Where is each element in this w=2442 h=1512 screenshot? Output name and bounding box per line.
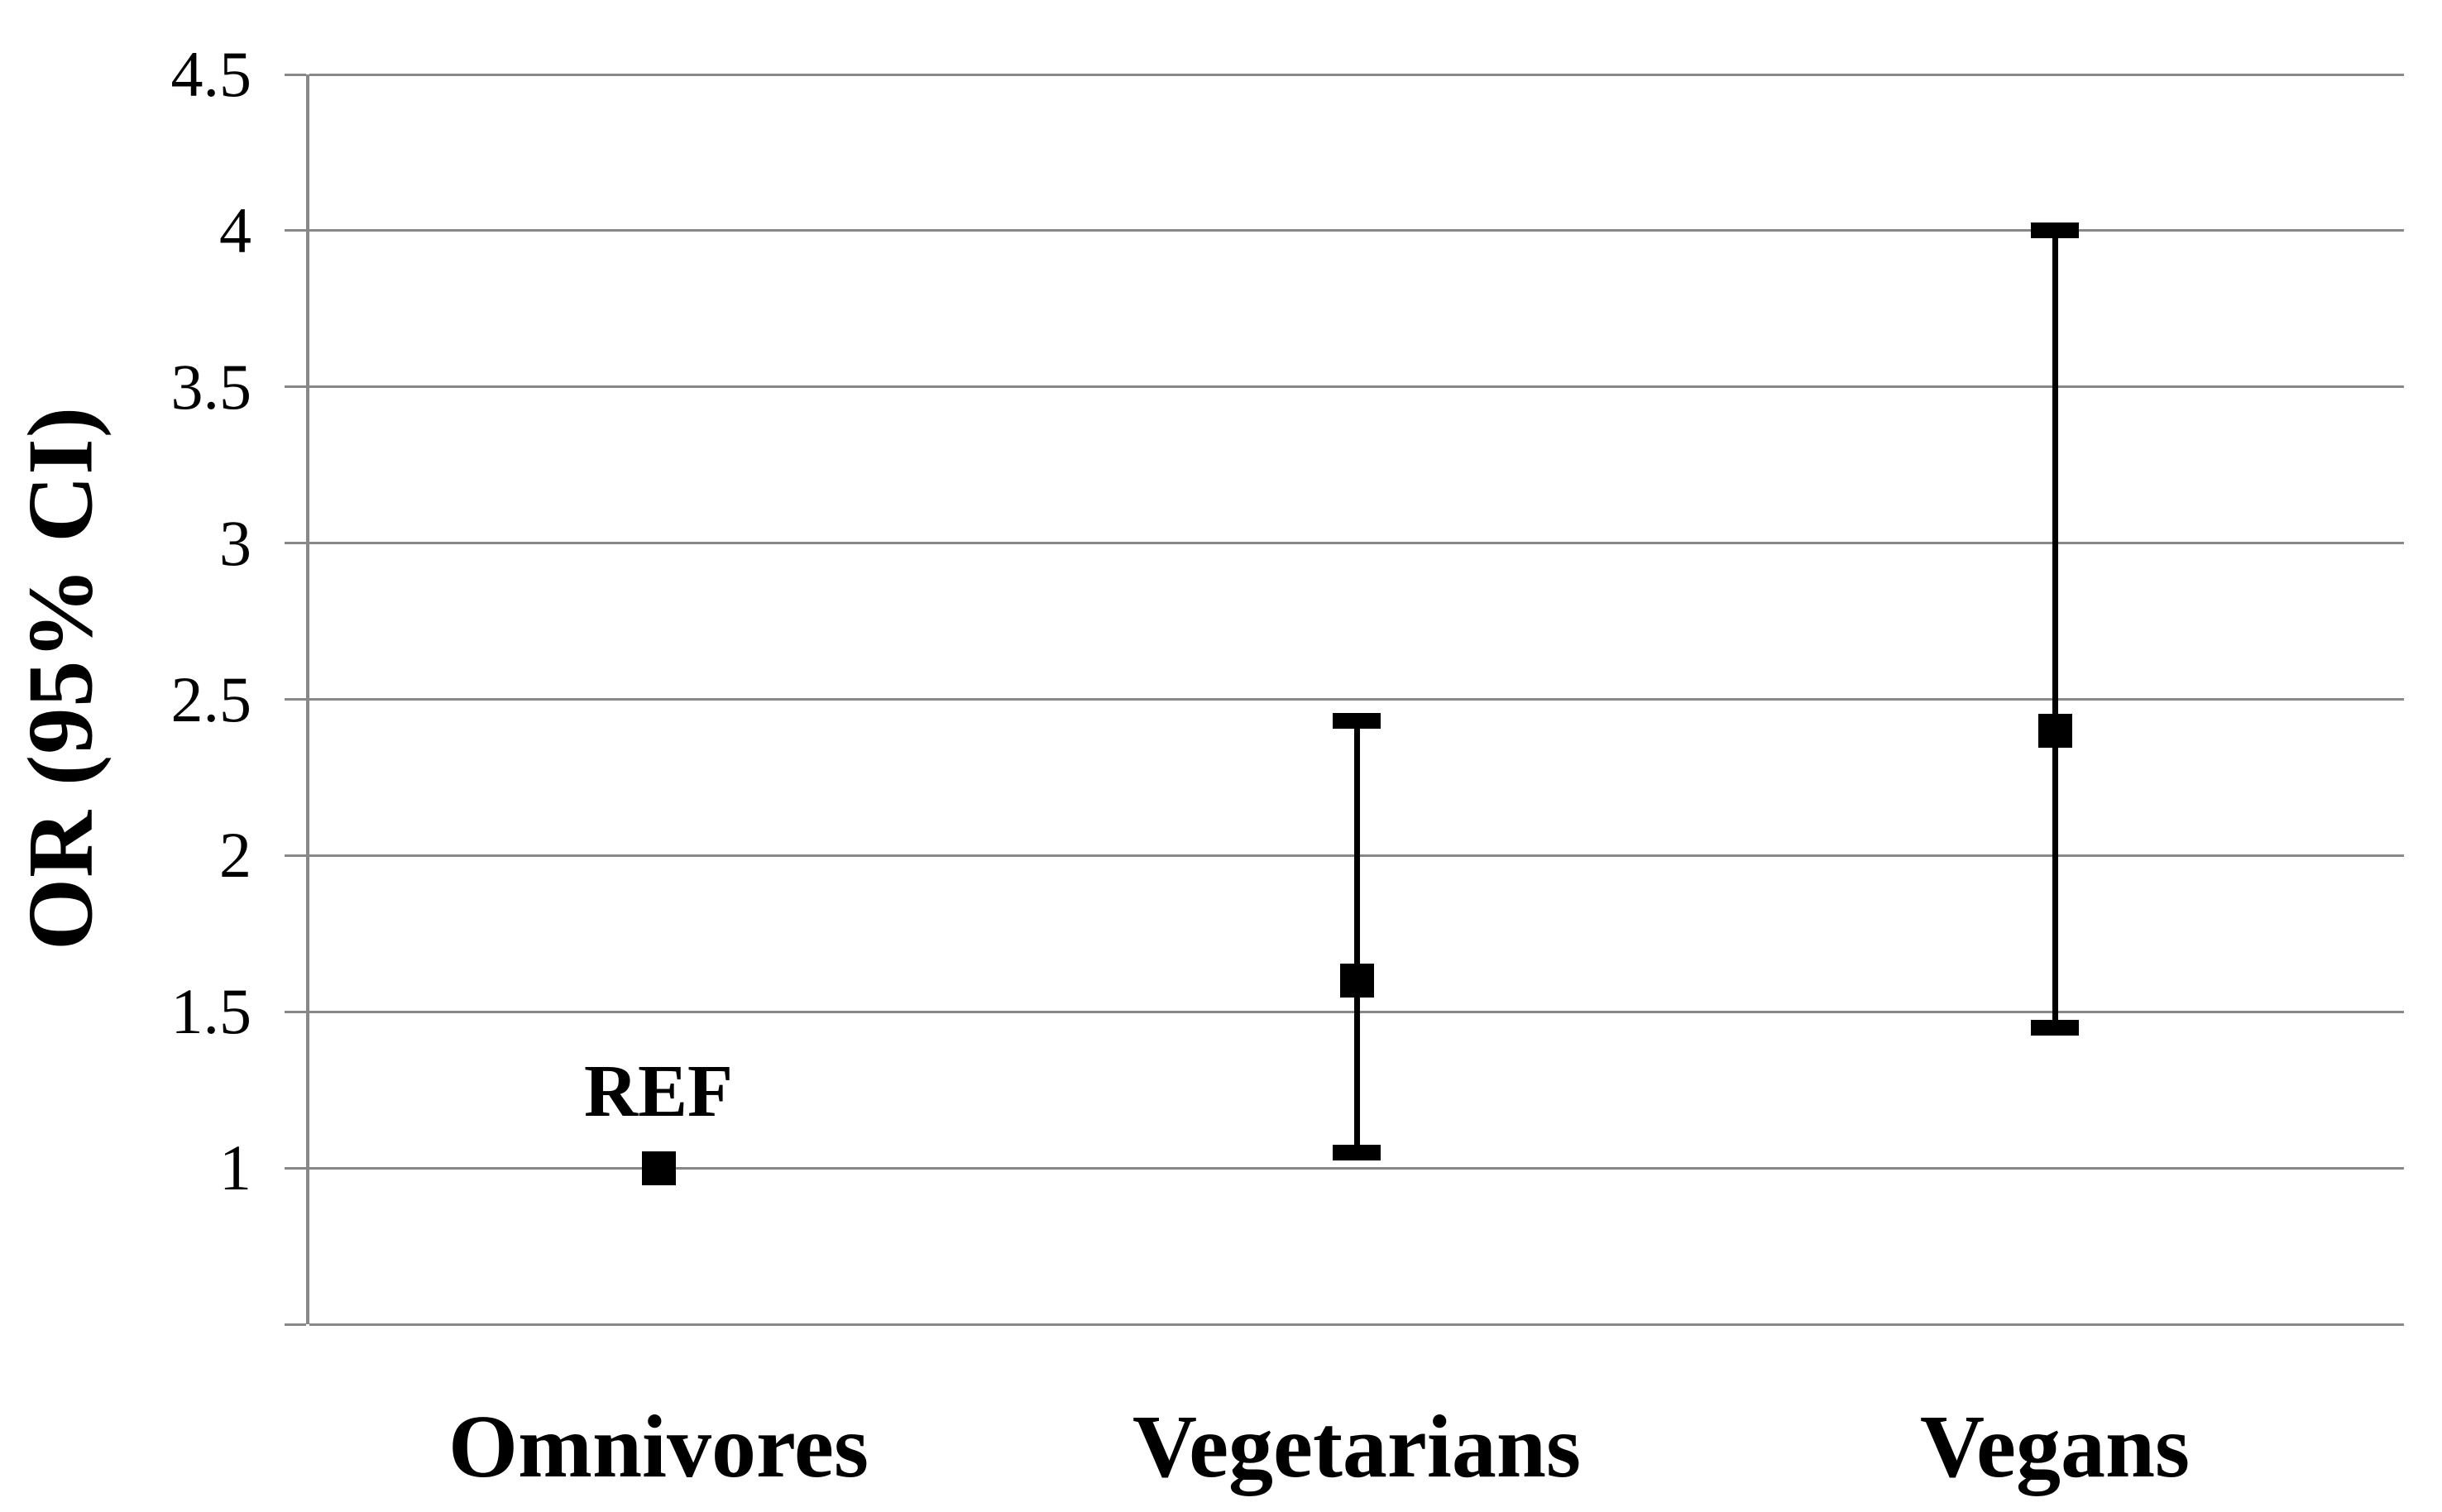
y-tick-label: 4.5 bbox=[170, 38, 252, 110]
y-axis-tick bbox=[285, 1166, 306, 1170]
y-tick-label: 1 bbox=[219, 1132, 251, 1204]
error-bar-cap-top bbox=[1333, 713, 1381, 730]
y-axis-tick bbox=[285, 1323, 306, 1326]
error-bar bbox=[2052, 230, 2058, 1028]
plot-area: 4.5 4 3.5 3 2.5 2 1.5 1 Omnivores Vegetarians Vega… bbox=[171, 38, 2404, 1496]
y-axis-tick bbox=[285, 1010, 306, 1013]
gridline bbox=[309, 1323, 2404, 1326]
y-axis-tick bbox=[285, 542, 306, 545]
error-bar-cap-top bbox=[2031, 222, 2079, 239]
y-axis-tick bbox=[285, 385, 306, 389]
data-marker bbox=[2037, 713, 2072, 748]
gridline bbox=[309, 385, 2404, 389]
gridline bbox=[309, 542, 2404, 545]
error-bar-cap-bottom bbox=[2031, 1019, 2079, 1036]
error-bar-cap-bottom bbox=[1333, 1144, 1381, 1160]
y-tick-label: 3 bbox=[219, 506, 251, 579]
gridline bbox=[309, 1166, 2404, 1170]
gridline bbox=[309, 698, 2404, 701]
category-label: Vegans bbox=[1919, 1398, 2191, 1496]
y-tick-label: 2.5 bbox=[170, 663, 252, 735]
y-tick-label: 2 bbox=[219, 819, 251, 892]
ref-annotation: REF bbox=[584, 1050, 733, 1133]
category-label: Vegetarians bbox=[1132, 1398, 1581, 1496]
y-tick-label: 4 bbox=[219, 194, 251, 266]
error-bar bbox=[1353, 720, 1360, 1153]
y-axis-tick bbox=[285, 854, 306, 857]
y-tick-label: 1.5 bbox=[170, 975, 252, 1048]
gridline bbox=[309, 73, 2404, 76]
data-marker bbox=[641, 1151, 676, 1185]
gridline bbox=[309, 229, 2404, 232]
y-tick-label: 3.5 bbox=[170, 350, 252, 423]
y-axis-tick bbox=[285, 73, 306, 76]
data-marker bbox=[1339, 963, 1374, 998]
y-axis-tick bbox=[285, 698, 306, 701]
y-axis-tick bbox=[285, 229, 306, 232]
category-label: Omnivores bbox=[448, 1398, 869, 1496]
